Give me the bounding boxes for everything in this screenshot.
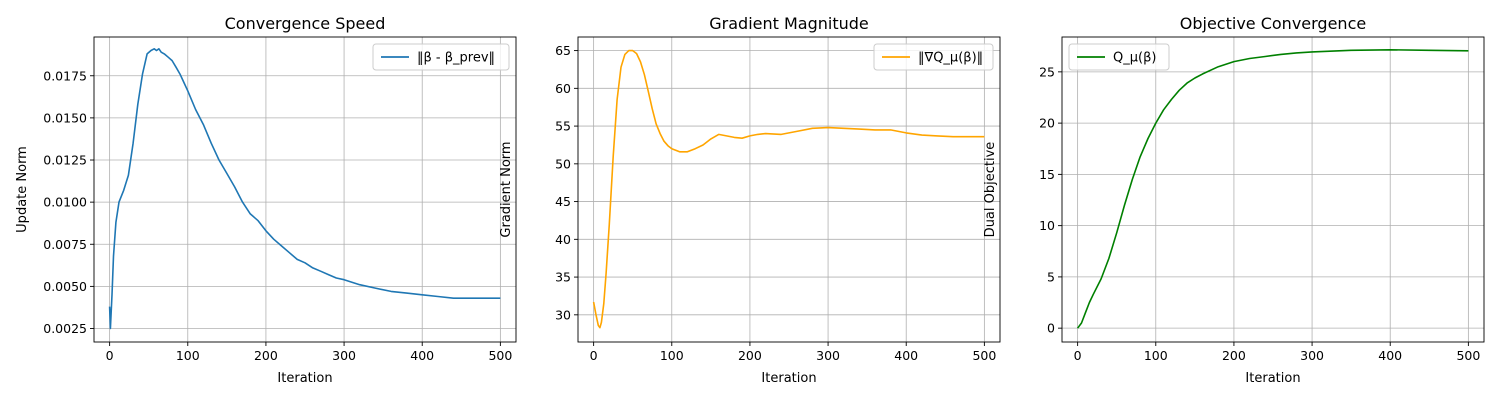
y-tick-label: 50 bbox=[555, 156, 571, 171]
x-tick-label: 400 bbox=[1378, 348, 1402, 363]
x-tick-label: 0 bbox=[590, 348, 598, 363]
legend: ‖β - β_prev‖ bbox=[372, 43, 510, 71]
y-axis-label: Dual Objective bbox=[983, 142, 998, 238]
chart-title: Objective Convergence bbox=[1180, 14, 1366, 33]
y-tick-label: 0.0100 bbox=[43, 195, 87, 210]
y-tick-label: 15 bbox=[1039, 167, 1055, 182]
x-tick-label: 500 bbox=[972, 348, 996, 363]
plot-frame bbox=[577, 36, 1001, 343]
x-tick-label: 0 bbox=[1074, 348, 1082, 363]
y-tick-label: 20 bbox=[1039, 116, 1055, 131]
x-axis-label: Iteration bbox=[761, 371, 816, 386]
x-tick-label: 200 bbox=[738, 348, 762, 363]
y-tick-label: 40 bbox=[555, 232, 571, 247]
y-tick-label: 25 bbox=[1039, 64, 1055, 79]
y-tick-label: 65 bbox=[555, 43, 571, 58]
x-tick-label: 300 bbox=[816, 348, 840, 363]
x-axis-label: Iteration bbox=[1245, 371, 1300, 386]
x-tick-label: 300 bbox=[332, 348, 356, 363]
legend: ‖∇Q_μ(β)‖ bbox=[873, 43, 994, 71]
x-tick-label: 300 bbox=[1300, 348, 1324, 363]
legend-label: ‖∇Q_μ(β)‖ bbox=[918, 51, 983, 66]
y-tick-label: 0.0150 bbox=[43, 110, 87, 125]
y-tick-label: 55 bbox=[555, 119, 571, 134]
legend: Q_μ(β) bbox=[1068, 43, 1170, 71]
legend-box bbox=[1068, 43, 1170, 71]
y-axis-label: Update Norm bbox=[15, 146, 30, 233]
x-tick-label: 200 bbox=[1222, 348, 1246, 363]
x-tick-label: 500 bbox=[1456, 348, 1480, 363]
y-tick-label: 35 bbox=[555, 270, 571, 285]
chart-title: Gradient Magnitude bbox=[709, 14, 869, 33]
chart-panel-1: 0 100 200 300 400 500 0.0025 0.0050 0.0075 0.0100… bbox=[15, 14, 517, 386]
y-tick-label: 0.0075 bbox=[43, 237, 87, 252]
chart-panel-2: 0 100 200 300 400 500 30 35 40 45 50 55 60 65 Gradient… bbox=[499, 14, 1001, 386]
x-tick-label: 0 bbox=[106, 348, 114, 363]
y-tick-label: 5 bbox=[1047, 269, 1055, 284]
x-tick-label: 400 bbox=[894, 348, 918, 363]
y-tick-label: 0 bbox=[1047, 321, 1055, 336]
x-tick-label: 100 bbox=[1144, 348, 1168, 363]
y-tick-label: 30 bbox=[555, 307, 571, 322]
chart-panel-3: 0 100 200 300 400 500 0 5 10 15 20 25 Objective Conv… bbox=[983, 14, 1485, 386]
legend-label: ‖β - β_prev‖ bbox=[417, 51, 495, 66]
y-tick-label: 10 bbox=[1039, 218, 1055, 233]
plot-frame bbox=[93, 36, 517, 343]
x-tick-label: 500 bbox=[488, 348, 512, 363]
x-tick-label: 100 bbox=[176, 348, 200, 363]
chart-title: Convergence Speed bbox=[225, 14, 386, 33]
x-tick-label: 100 bbox=[660, 348, 684, 363]
legend-box bbox=[372, 43, 510, 71]
series-line-1 bbox=[108, 47, 501, 330]
plot-frame bbox=[1061, 36, 1485, 343]
y-tick-label: 0.0175 bbox=[43, 68, 87, 83]
series-line-1 bbox=[1076, 48, 1469, 329]
y-tick-label: 60 bbox=[555, 81, 571, 96]
x-tick-label: 400 bbox=[410, 348, 434, 363]
y-tick-label: 0.0050 bbox=[43, 279, 87, 294]
y-tick-label: 0.0125 bbox=[43, 153, 87, 168]
y-axis-label: Gradient Norm bbox=[499, 141, 514, 237]
legend-box bbox=[873, 43, 994, 71]
legend-label: Q_μ(β) bbox=[1113, 51, 1156, 66]
series-line-1 bbox=[592, 49, 985, 329]
x-axis-label: Iteration bbox=[277, 371, 332, 386]
y-tick-label: 0.0025 bbox=[43, 321, 87, 336]
x-tick-label: 200 bbox=[254, 348, 278, 363]
y-tick-label: 45 bbox=[555, 194, 571, 209]
